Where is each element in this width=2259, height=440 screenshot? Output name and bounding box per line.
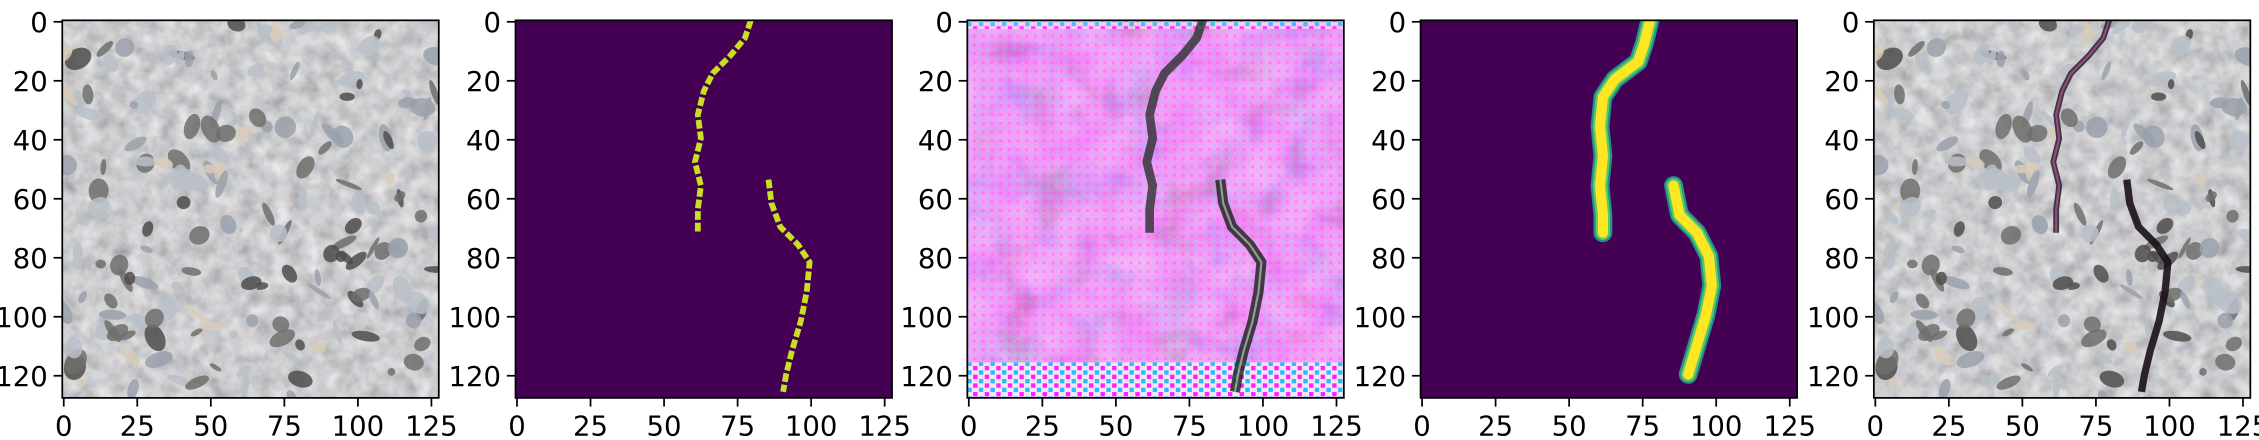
x-tick-label: 0 bbox=[1413, 411, 1431, 440]
panel-3-frame bbox=[966, 19, 1345, 399]
x-tick-label: 100 bbox=[332, 411, 385, 440]
panel-5-image bbox=[1873, 20, 2251, 398]
x-tick-label: 0 bbox=[55, 411, 73, 440]
panel-5-frame bbox=[1872, 19, 2252, 399]
x-tick-label: 25 bbox=[1931, 411, 1966, 440]
y-tick-label: 0 bbox=[1842, 7, 1860, 39]
y-tick-label: 40 bbox=[466, 125, 501, 157]
generated-artifact-band bbox=[967, 362, 1344, 398]
y-tick-label: 20 bbox=[1371, 66, 1406, 98]
panel-4-image bbox=[1420, 20, 1798, 398]
label-crack-lower bbox=[765, 179, 813, 393]
x-tick-label: 75 bbox=[720, 411, 755, 440]
y-tick-label: 100 bbox=[449, 302, 502, 334]
panel-2-image bbox=[515, 20, 893, 398]
x-tick-label: 100 bbox=[1690, 411, 1743, 440]
overlay-crack-lower bbox=[2123, 179, 2172, 393]
panel-1-asphalt-photo: 0 25 50 75 100 125 0 20 40 60 80 100 120 bbox=[0, 7, 458, 440]
y-tick-label: 60 bbox=[918, 184, 953, 216]
y-tick-label: 20 bbox=[13, 66, 48, 98]
y-tick-label: 60 bbox=[1824, 184, 1859, 216]
x-tick-label: 50 bbox=[1552, 411, 1587, 440]
pred-crack-upper bbox=[1594, 20, 1656, 238]
label-crack-upper bbox=[692, 20, 754, 233]
x-tick-label: 50 bbox=[647, 411, 682, 440]
y-tick-label: 100 bbox=[1354, 302, 1407, 334]
y-tick-label: 20 bbox=[918, 66, 953, 98]
x-tick-label: 75 bbox=[1172, 411, 1207, 440]
y-tick-label: 0 bbox=[935, 7, 953, 39]
panel-2-frame bbox=[514, 19, 893, 399]
pred-crack-lower bbox=[1668, 180, 1717, 380]
x-tick-label: 125 bbox=[858, 411, 911, 440]
y-tick-label: 120 bbox=[1807, 361, 1860, 393]
panel-4-predicted-mask: 0 25 50 75 100 125 0 20 40 60 80 100 120 bbox=[1354, 7, 1816, 440]
y-tick-label: 60 bbox=[466, 184, 501, 216]
panel-1-frame bbox=[61, 19, 440, 399]
y-tick-label: 80 bbox=[466, 243, 501, 275]
panel-5-overlay: 0 25 50 75 100 125 0 20 40 60 80 100 120 bbox=[1807, 7, 2259, 440]
x-tick-label: 75 bbox=[1625, 411, 1660, 440]
x-tick-label: 125 bbox=[405, 411, 458, 440]
y-tick-label: 80 bbox=[918, 243, 953, 275]
panel-1-image bbox=[62, 20, 439, 398]
y-tick-label: 0 bbox=[30, 7, 48, 39]
x-tick-label: 25 bbox=[120, 411, 155, 440]
y-tick-label: 120 bbox=[449, 361, 502, 393]
y-tick-label: 0 bbox=[484, 7, 502, 39]
x-tick-label: 25 bbox=[1025, 411, 1060, 440]
panel-3-image bbox=[967, 20, 1344, 398]
y-tick-label: 100 bbox=[900, 302, 953, 334]
x-tick-label: 0 bbox=[960, 411, 978, 440]
y-tick-label: 40 bbox=[918, 125, 953, 157]
panel-3-generated-image: 0 25 50 75 100 125 0 20 40 60 80 100 120 bbox=[900, 7, 1362, 440]
y-tick-label: 60 bbox=[1371, 184, 1406, 216]
x-tick-label: 0 bbox=[1867, 411, 1885, 440]
y-tick-label: 60 bbox=[13, 184, 48, 216]
x-tick-label: 100 bbox=[785, 411, 838, 440]
y-tick-label: 40 bbox=[1371, 125, 1406, 157]
generated-crack-upper bbox=[1142, 20, 1207, 233]
y-tick-label: 0 bbox=[1389, 7, 1407, 39]
y-tick-label: 80 bbox=[1371, 243, 1406, 275]
x-tick-label: 75 bbox=[267, 411, 302, 440]
y-tick-label: 20 bbox=[466, 66, 501, 98]
x-tick-label: 125 bbox=[1310, 411, 1363, 440]
x-tick-label: 125 bbox=[1763, 411, 1816, 440]
panel-2-crack-label-mask: 0 25 50 75 100 125 0 20 40 60 80 100 120 bbox=[449, 7, 911, 440]
y-tick-label: 100 bbox=[0, 302, 48, 334]
x-tick-label: 25 bbox=[1478, 411, 1513, 440]
y-tick-label: 80 bbox=[13, 243, 48, 275]
x-tick-label: 100 bbox=[1237, 411, 1290, 440]
x-tick-label: 50 bbox=[193, 411, 228, 440]
x-tick-label: 100 bbox=[2143, 411, 2196, 440]
x-tick-label: 25 bbox=[573, 411, 608, 440]
y-tick-label: 100 bbox=[1807, 302, 1860, 334]
y-tick-label: 120 bbox=[0, 361, 48, 393]
y-tick-label: 120 bbox=[900, 361, 953, 393]
x-tick-label: 75 bbox=[2078, 411, 2113, 440]
y-tick-label: 20 bbox=[1824, 66, 1859, 98]
y-tick-label: 40 bbox=[1824, 125, 1859, 157]
x-tick-label: 50 bbox=[2005, 411, 2040, 440]
panel-4-frame bbox=[1419, 19, 1798, 399]
y-tick-label: 120 bbox=[1354, 361, 1407, 393]
x-tick-label: 0 bbox=[508, 411, 526, 440]
y-tick-label: 80 bbox=[1824, 243, 1859, 275]
x-tick-label: 50 bbox=[1098, 411, 1133, 440]
y-tick-label: 40 bbox=[13, 125, 48, 157]
x-tick-label: 125 bbox=[2217, 411, 2259, 440]
